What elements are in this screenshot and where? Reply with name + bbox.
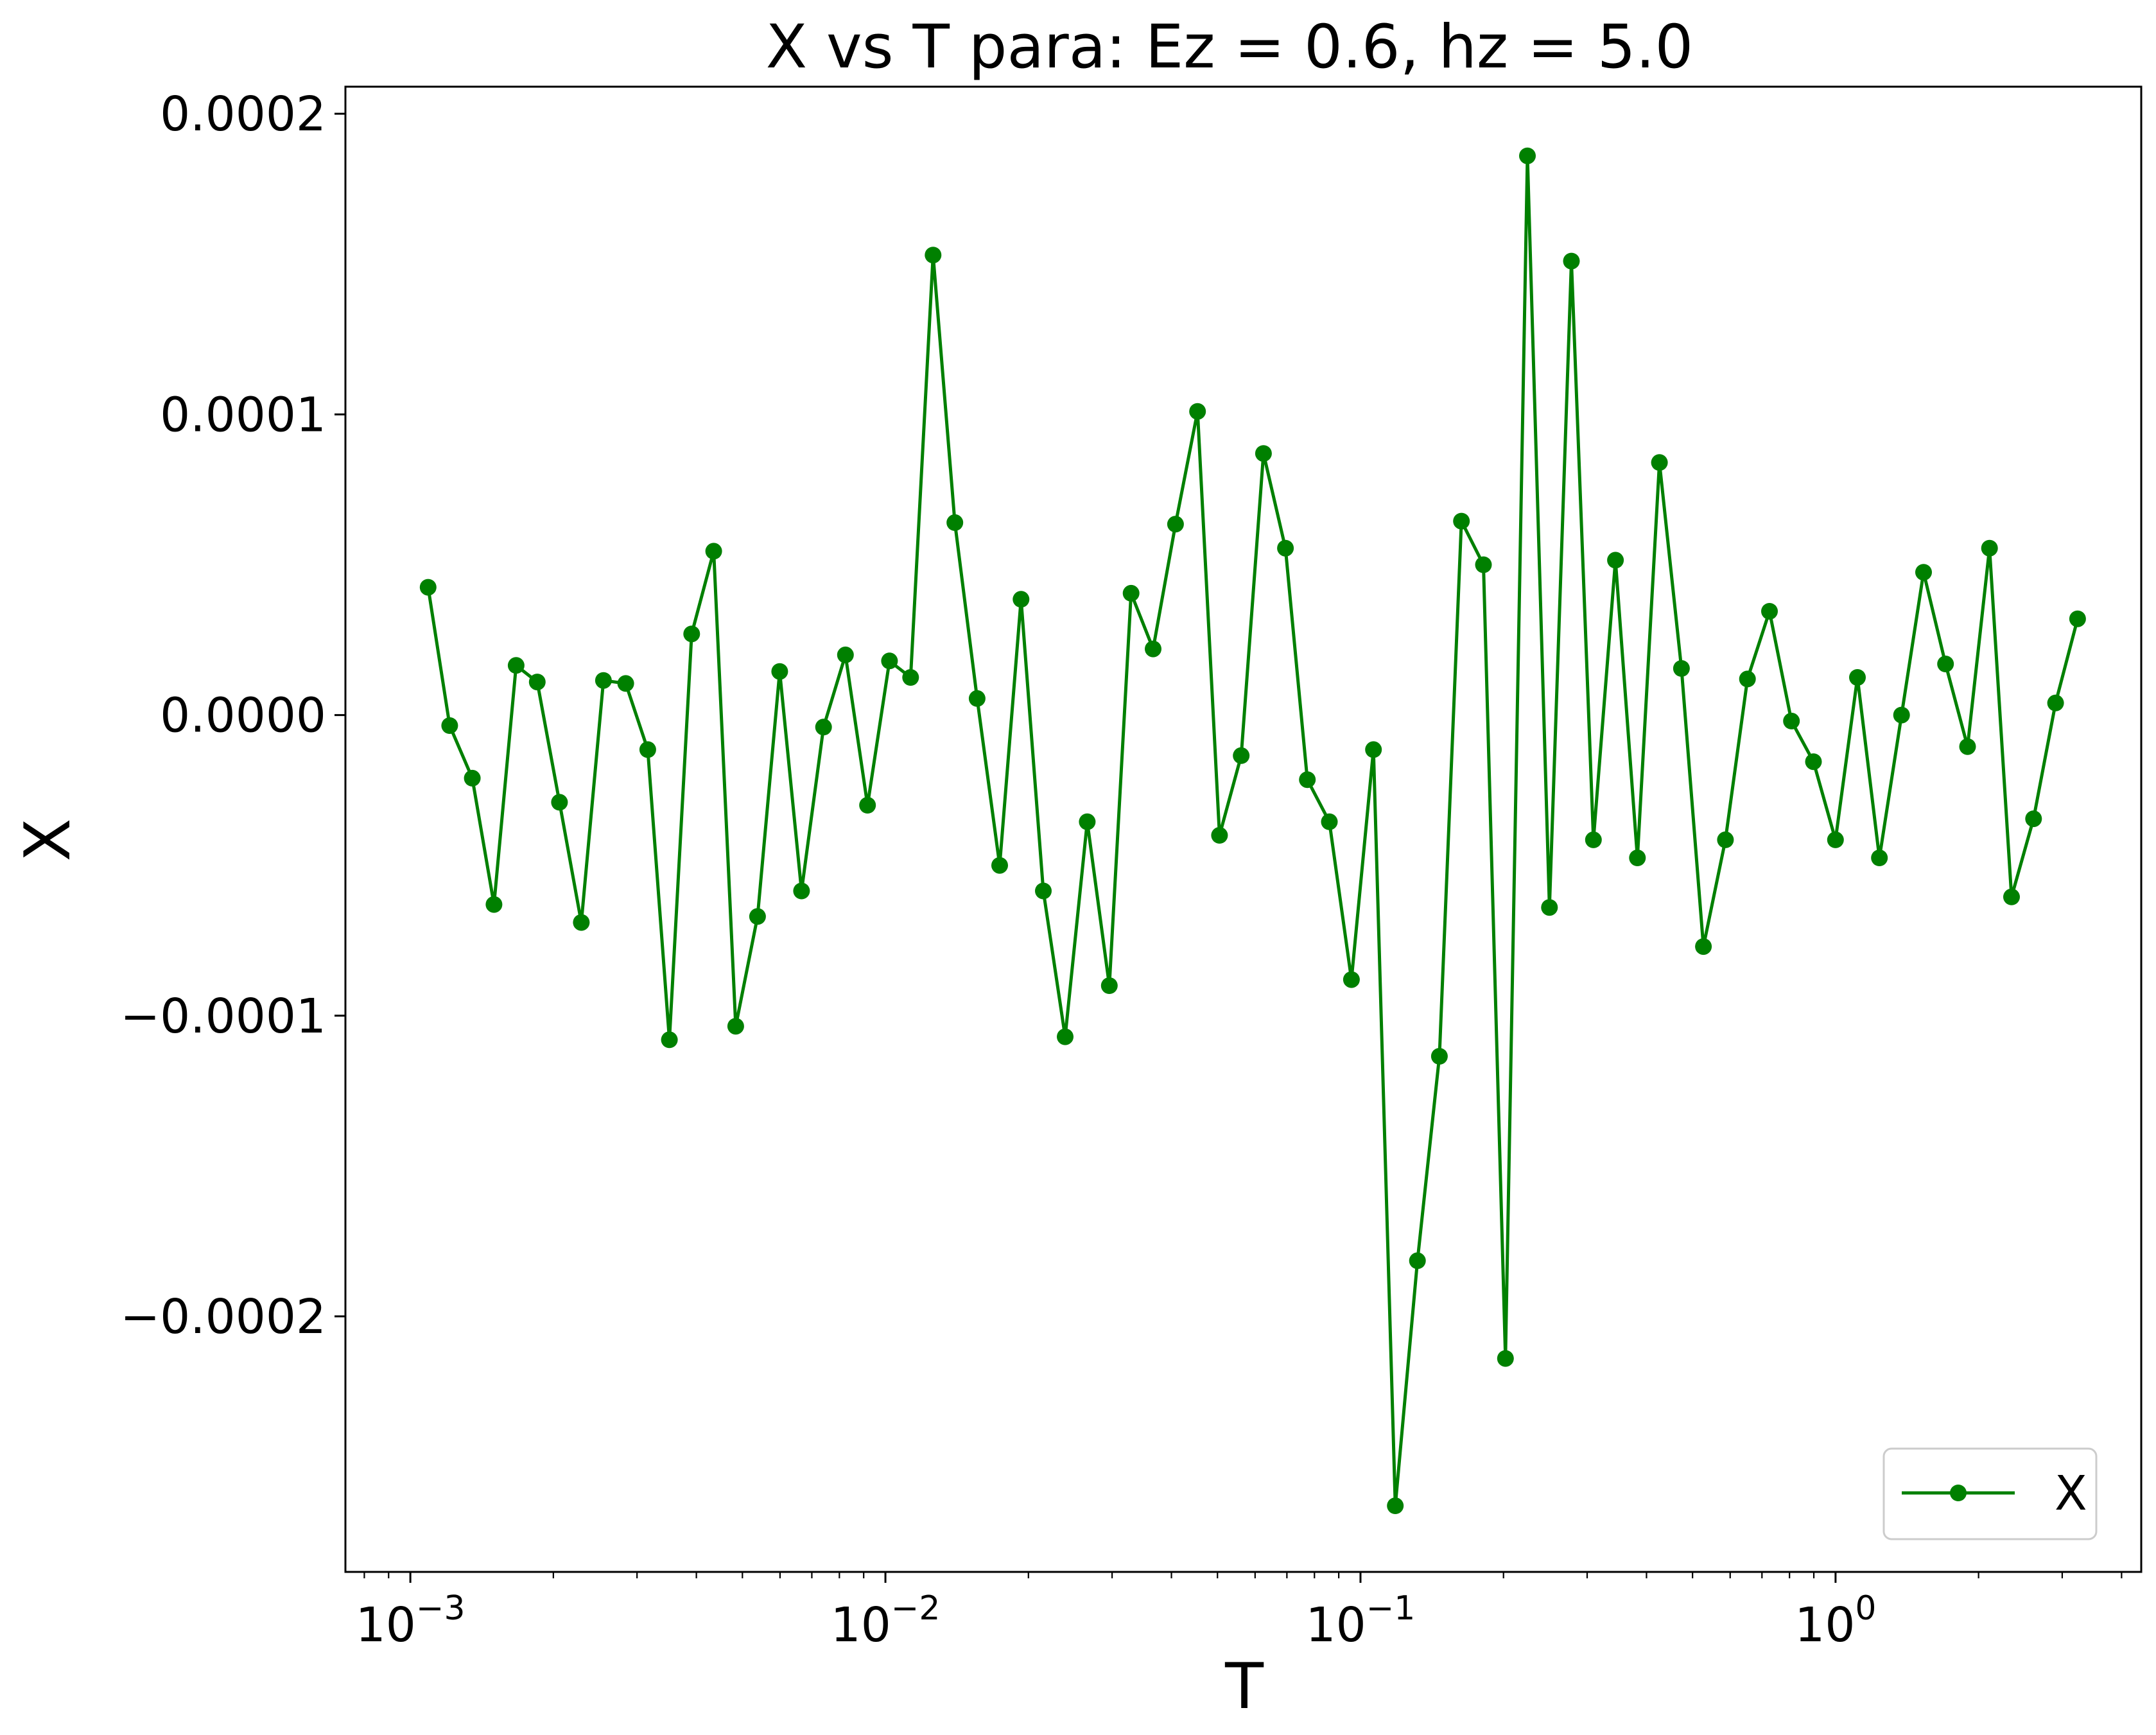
data-point — [1695, 938, 1712, 955]
data-point — [1673, 660, 1690, 677]
x-tick-label: 100 — [1795, 1589, 1876, 1653]
data-point — [419, 579, 437, 596]
data-point — [485, 896, 503, 913]
data-point — [815, 719, 832, 736]
data-point — [1519, 147, 1536, 164]
data-point — [1211, 826, 1228, 844]
data-point — [1607, 552, 1624, 569]
data-point — [881, 652, 898, 670]
data-point — [1827, 831, 1844, 848]
data-point — [1783, 712, 1800, 729]
data-point — [1541, 899, 1558, 916]
data-point — [1430, 1048, 1448, 1065]
legend-dot-marker — [1950, 1485, 1967, 1501]
data-point — [1915, 564, 1932, 581]
data-point — [2003, 888, 2020, 905]
y-tick-label: 0.0002 — [160, 87, 326, 142]
data-point — [464, 769, 481, 787]
data-point — [1343, 971, 1360, 988]
data-point — [1849, 669, 1866, 686]
data-point — [727, 1018, 744, 1035]
data-point — [1299, 771, 1316, 789]
data-point — [595, 672, 612, 689]
data-point — [528, 674, 546, 691]
x-tick-label: 10−3 — [356, 1589, 465, 1653]
data-point — [551, 794, 568, 811]
data-point — [902, 669, 919, 686]
data-point — [1497, 1350, 1514, 1367]
data-point — [1100, 977, 1118, 994]
axes-frame — [344, 85, 2143, 1573]
data-point — [1563, 252, 1580, 270]
data-point — [1805, 753, 1822, 771]
data-point — [1013, 591, 1030, 608]
data-point — [1453, 512, 1470, 530]
data-point — [1475, 556, 1492, 573]
data-point — [2025, 810, 2042, 828]
data-point — [1255, 445, 1272, 462]
chart-title: X vs T para: Ez = 0.6, hz = 5.0 — [766, 12, 1694, 82]
x-tick-label: 10−2 — [831, 1589, 941, 1653]
data-point — [2069, 610, 2086, 627]
x-axis-label: T — [1224, 1650, 1264, 1723]
legend-label: X — [2055, 1466, 2087, 1521]
legend: X — [1882, 1447, 2098, 1540]
y-tick-label: −0.0002 — [120, 1289, 326, 1345]
data-point — [1937, 656, 1954, 672]
data-point — [1079, 813, 1096, 830]
data-point — [441, 717, 458, 734]
data-point — [1057, 1028, 1074, 1045]
data-point — [683, 625, 700, 643]
data-point — [1321, 813, 1338, 830]
data-point — [617, 675, 634, 692]
y-tick-label: 0.0001 — [160, 387, 326, 442]
data-point — [1233, 747, 1250, 764]
data-point — [1717, 831, 1734, 848]
data-point — [639, 741, 656, 758]
data-point — [749, 908, 766, 925]
y-tick-label: −0.0001 — [120, 989, 326, 1044]
data-point — [1409, 1252, 1426, 1269]
y-axis-ticks: 0.0002 0.0001 0.0000 −0.0001 −0.0002 — [120, 87, 345, 1345]
series-line — [426, 154, 2080, 1508]
data-point — [968, 690, 986, 707]
x-tick-label: 10−1 — [1306, 1589, 1416, 1653]
data-point — [1167, 516, 1184, 533]
data-point — [1871, 850, 1888, 866]
plot-layer — [419, 147, 2086, 1514]
y-tick-label: 0.0000 — [160, 688, 326, 744]
data-point — [837, 646, 854, 663]
y-axis-label: X — [12, 818, 85, 861]
data-point — [507, 657, 525, 674]
data-point — [925, 247, 942, 264]
data-point — [2047, 694, 2064, 711]
data-point — [1189, 403, 1206, 420]
data-point — [1629, 850, 1646, 866]
data-point — [1651, 454, 1668, 471]
data-point — [1959, 738, 1976, 755]
data-point — [1035, 882, 1052, 900]
data-point — [1981, 539, 1998, 557]
data-point — [1387, 1497, 1404, 1514]
data-point — [1122, 584, 1140, 602]
data-point — [1761, 603, 1778, 620]
data-point — [705, 543, 722, 560]
data-point — [1585, 831, 1602, 848]
data-point — [859, 797, 876, 814]
data-point — [793, 882, 810, 900]
data-point — [946, 514, 964, 531]
data-point — [1145, 640, 1161, 658]
data-point — [661, 1031, 678, 1049]
x-axis-ticks: 10−3 10−2 10−1 100 — [356, 1572, 2123, 1653]
data-point — [991, 857, 1008, 874]
data-point — [1365, 741, 1382, 758]
data-point — [573, 914, 590, 931]
data-point — [1893, 706, 1910, 724]
data-point — [1739, 670, 1756, 688]
data-point — [1277, 539, 1294, 557]
data-point — [771, 663, 788, 680]
